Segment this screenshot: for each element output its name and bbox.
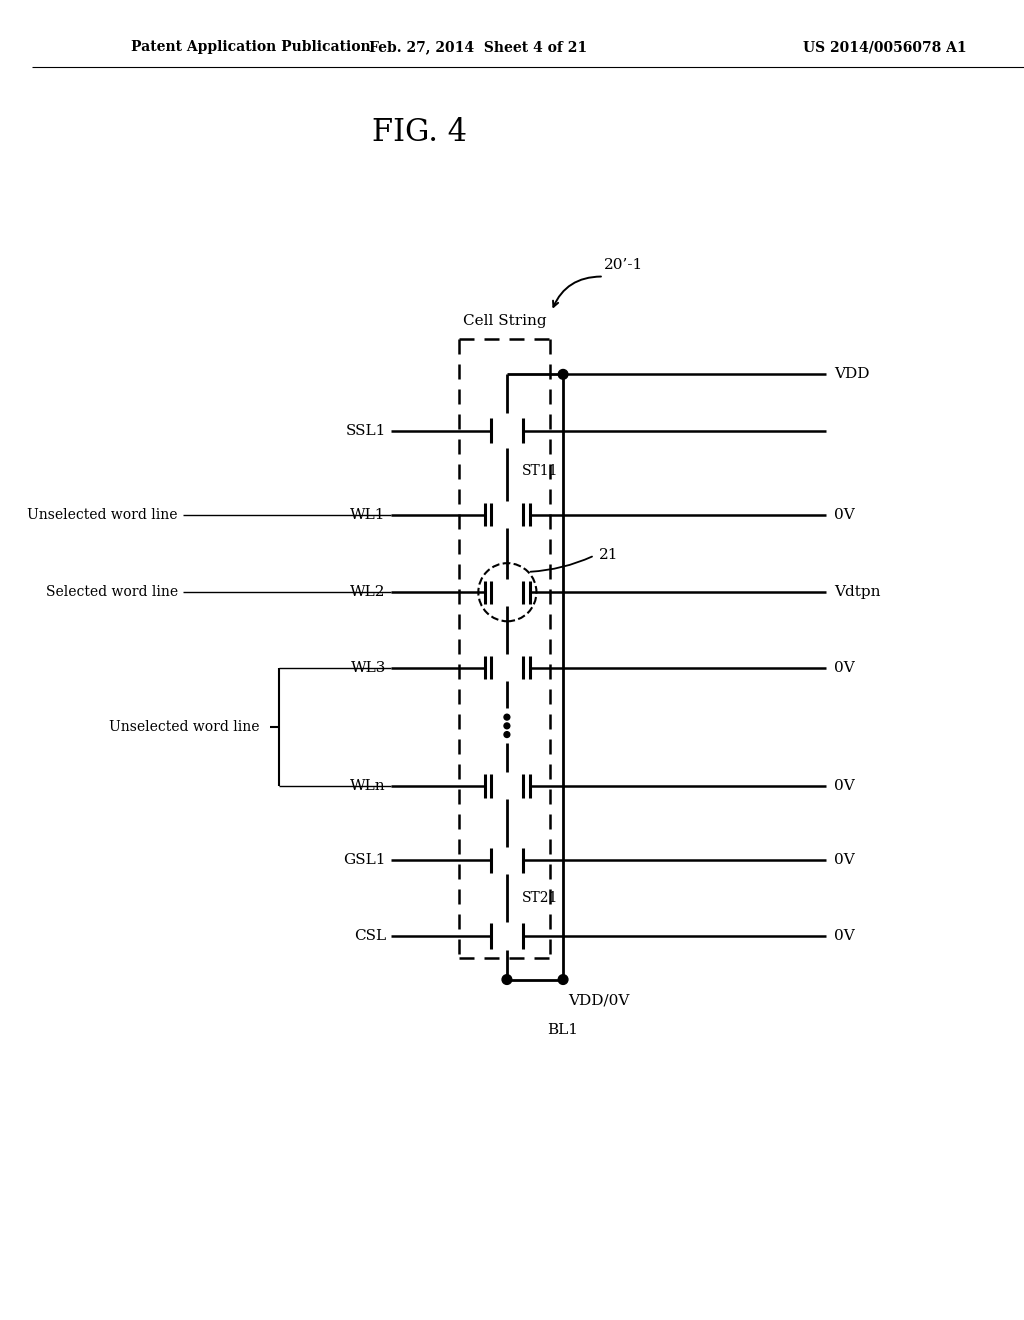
Text: Selected word line: Selected word line [45, 585, 178, 599]
Text: 0V: 0V [835, 854, 855, 867]
Text: CSL: CSL [353, 929, 386, 942]
Text: 0V: 0V [835, 661, 855, 675]
Circle shape [504, 723, 510, 729]
Text: ST21: ST21 [521, 891, 558, 906]
Text: Patent Application Publication: Patent Application Publication [131, 40, 371, 54]
Text: 0V: 0V [835, 929, 855, 942]
Text: VDD/0V: VDD/0V [568, 994, 630, 1008]
Text: BL1: BL1 [548, 1023, 579, 1038]
Text: Unselected word line: Unselected word line [28, 508, 178, 521]
Text: WL3: WL3 [350, 661, 386, 675]
Circle shape [502, 974, 512, 985]
Text: WL2: WL2 [350, 585, 386, 599]
Circle shape [504, 714, 510, 719]
Text: 21: 21 [599, 548, 618, 562]
Text: Cell String: Cell String [463, 314, 547, 329]
Text: WL1: WL1 [350, 508, 386, 521]
Text: 20’-1: 20’-1 [604, 257, 643, 272]
Circle shape [558, 370, 568, 379]
Text: ST11: ST11 [521, 465, 558, 478]
Text: 0V: 0V [835, 779, 855, 793]
Circle shape [504, 731, 510, 738]
Text: SSL1: SSL1 [345, 424, 386, 437]
Text: FIG. 4: FIG. 4 [373, 116, 467, 148]
Text: GSL1: GSL1 [343, 854, 386, 867]
Text: US 2014/0056078 A1: US 2014/0056078 A1 [803, 40, 967, 54]
Text: VDD: VDD [835, 367, 869, 381]
Text: Vdtpn: Vdtpn [835, 585, 881, 599]
Text: Feb. 27, 2014  Sheet 4 of 21: Feb. 27, 2014 Sheet 4 of 21 [369, 40, 587, 54]
Text: Unselected word line: Unselected word line [110, 719, 260, 734]
Text: 0V: 0V [835, 508, 855, 521]
Text: WLn: WLn [350, 779, 386, 793]
Circle shape [558, 974, 568, 985]
